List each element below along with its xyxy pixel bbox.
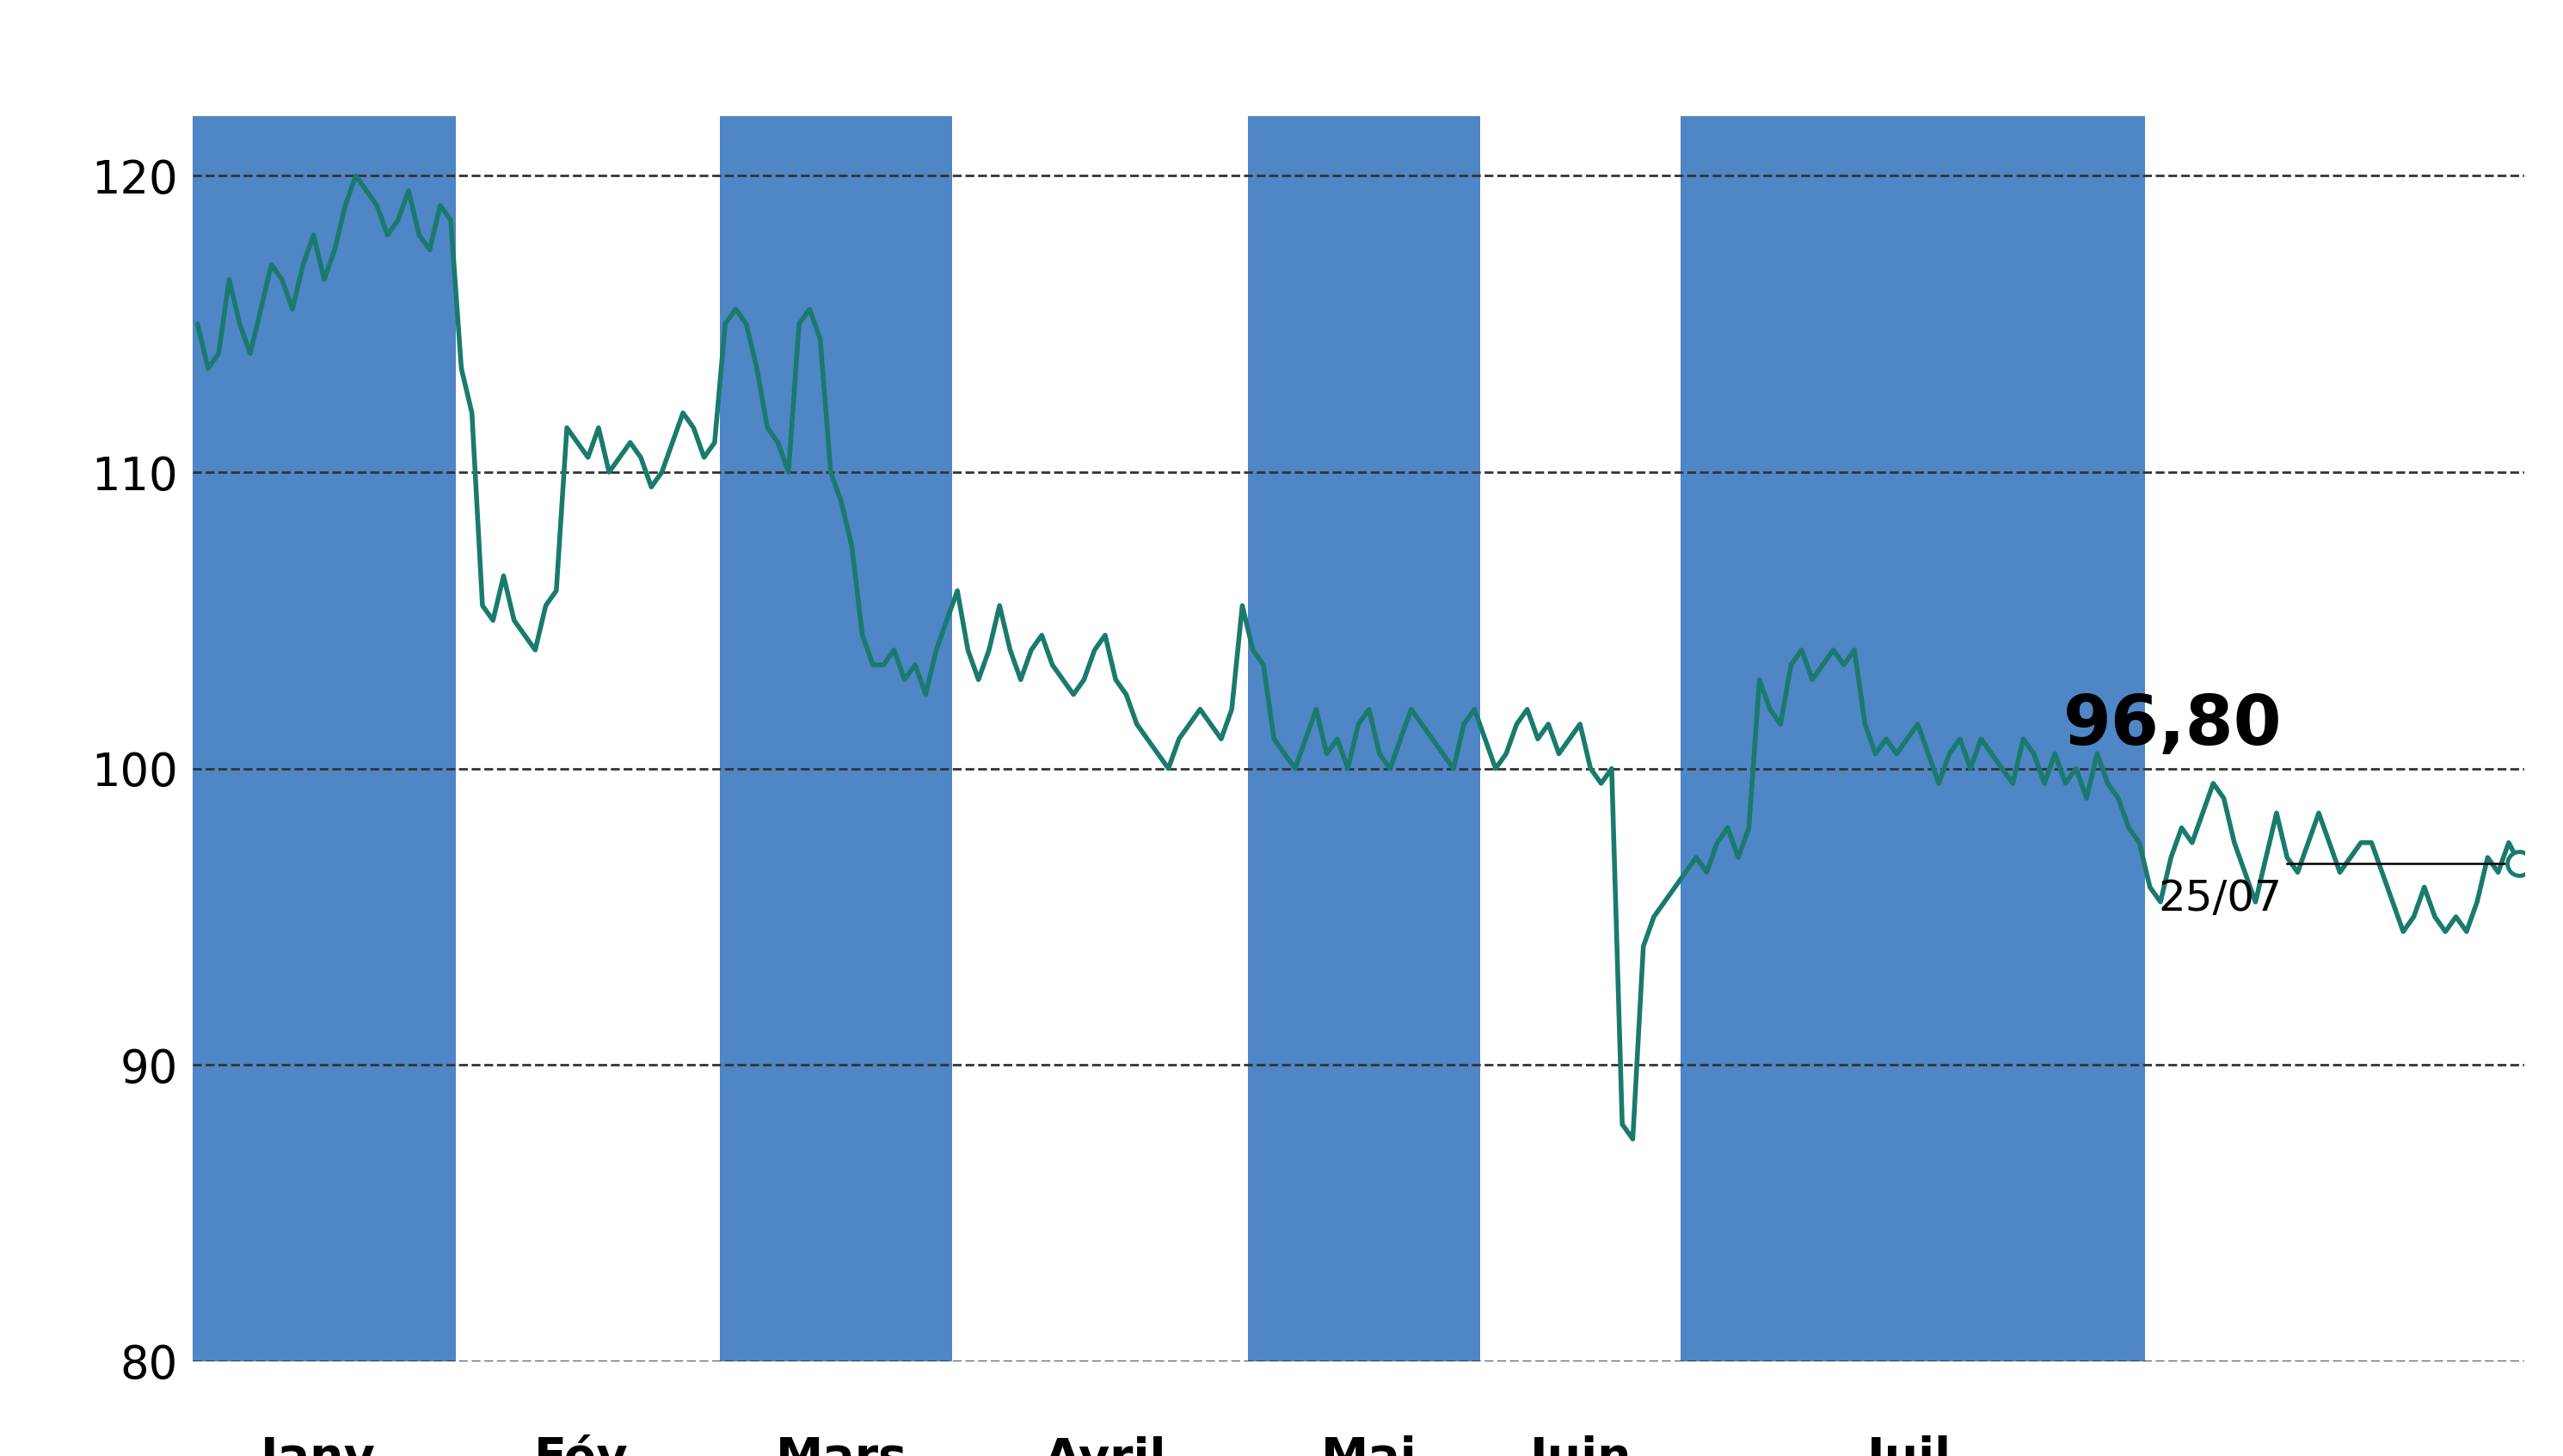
- Text: Mai: Mai: [1320, 1436, 1417, 1456]
- Text: SECHE ENVIRONNEM.: SECHE ENVIRONNEM.: [564, 6, 1999, 122]
- Text: Janv.: Janv.: [259, 1436, 390, 1456]
- Bar: [720, 116, 951, 1361]
- Text: Juin: Juin: [1530, 1436, 1630, 1456]
- Text: Fév.: Fév.: [533, 1436, 643, 1456]
- Text: Juil.: Juil.: [1866, 1436, 1968, 1456]
- Bar: [1681, 116, 2145, 1361]
- Text: Avril: Avril: [1043, 1436, 1166, 1456]
- Text: 96,80: 96,80: [2063, 693, 2281, 760]
- Text: Mars: Mars: [777, 1436, 907, 1456]
- Bar: [1248, 116, 1479, 1361]
- Bar: [192, 116, 456, 1361]
- Text: 25/07: 25/07: [2158, 878, 2281, 920]
